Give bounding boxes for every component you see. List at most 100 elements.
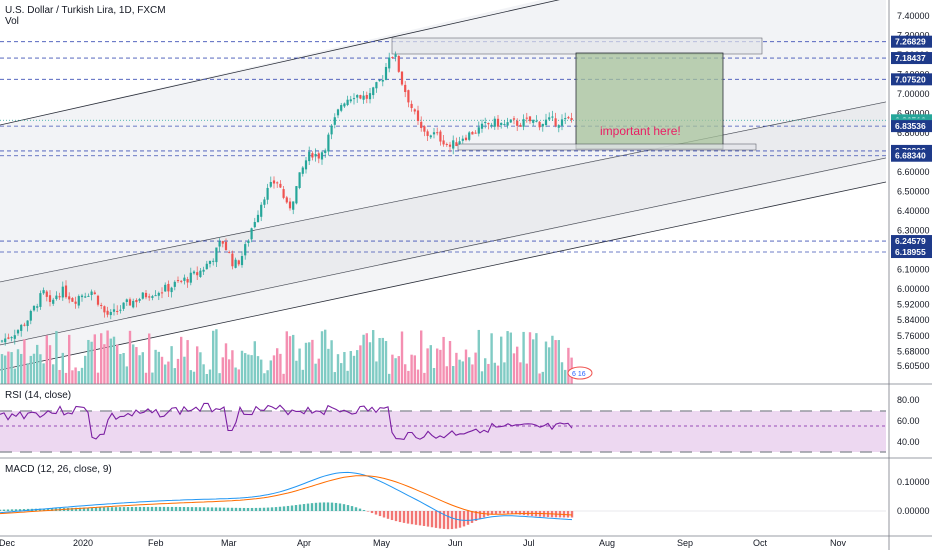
- volume-bar: [487, 363, 490, 384]
- candle-body: [0, 340, 4, 342]
- candle-body: [218, 241, 221, 247]
- volume-bar: [151, 372, 154, 384]
- candle-body: [167, 283, 170, 292]
- volume-bar: [173, 368, 176, 384]
- event-badge[interactable]: 6 16: [567, 366, 593, 380]
- lower-channel-fill: [0, 158, 886, 370]
- level-label-bg: [891, 235, 932, 248]
- macd-hist-bar: [398, 511, 402, 523]
- macd-hist-bar: [374, 511, 378, 515]
- macd-hist-bar: [122, 507, 126, 511]
- candle-body: [256, 214, 260, 223]
- volume-bar: [128, 330, 132, 384]
- volume-bar: [436, 348, 439, 384]
- volume-bar: [496, 365, 500, 384]
- macd-hist-bar: [310, 503, 314, 511]
- candle-body: [551, 116, 554, 118]
- macd-hist-bar: [242, 507, 246, 511]
- candle-body: [544, 119, 548, 126]
- macd-axis: 0.10000 0.00000: [897, 477, 930, 516]
- volume-bar: [372, 330, 375, 384]
- candle-body: [250, 228, 253, 240]
- volume-bar: [122, 352, 125, 384]
- volume-bar: [71, 370, 74, 384]
- volume-bar: [244, 353, 247, 384]
- volume-bar: [311, 339, 314, 384]
- volume-bar: [368, 342, 372, 384]
- time-axis[interactable]: Dec 2020 Feb Mar Apr May Jun Jul Aug Sep Oct Nov: [0, 538, 847, 548]
- volume-bar: [349, 351, 352, 384]
- candle-body: [320, 152, 324, 160]
- volume-label: Vol: [5, 16, 19, 27]
- macd-hist-bar: [290, 505, 294, 511]
- volume-bar: [260, 359, 263, 384]
- price-tick-label: 6.90000: [897, 108, 930, 118]
- macd-hist-bar: [274, 507, 278, 511]
- volume-bar: [218, 373, 221, 384]
- candle-body: [10, 337, 13, 339]
- macd-hist-bar: [190, 507, 194, 511]
- candle-body: [384, 66, 388, 80]
- volume-bar: [74, 367, 77, 384]
- volume-bar: [340, 363, 343, 384]
- candle-body: [477, 127, 480, 134]
- volume-bar: [301, 369, 304, 384]
- candle-body: [336, 109, 340, 116]
- macd-hist-bar: [406, 511, 410, 524]
- candle-body: [90, 291, 93, 295]
- price-tick-label: 7.00000: [897, 89, 930, 99]
- volume-bar: [356, 350, 359, 384]
- volume-bar: [362, 334, 365, 384]
- level-label: 6.83536: [895, 121, 926, 131]
- volume-bar: [292, 334, 295, 384]
- volume-bar: [228, 359, 231, 384]
- level-label: 6.24579: [895, 236, 926, 246]
- volume-bar: [234, 367, 237, 384]
- macd-hist-bar: [170, 506, 174, 511]
- candle-body: [503, 124, 506, 126]
- macd-hist-bar: [418, 511, 422, 526]
- candle-body: [557, 125, 560, 128]
- volume-bar: [445, 366, 448, 384]
- candle-body: [151, 296, 154, 298]
- macd-hist-bar: [14, 509, 18, 511]
- candle-body: [160, 292, 164, 294]
- candle-body: [135, 299, 138, 303]
- candle-body: [282, 189, 285, 198]
- candle-body: [471, 131, 474, 135]
- candle-body: [295, 186, 298, 204]
- volume-bar: [324, 329, 327, 384]
- volume-bar: [295, 360, 298, 384]
- price-tick-label: 5.92000: [897, 300, 930, 310]
- volume-bar: [493, 362, 496, 384]
- macd-hist-bar: [514, 511, 518, 515]
- volume-bar: [116, 344, 119, 384]
- bottom-range-rectangle[interactable]: [457, 143, 757, 151]
- volume-bar: [538, 373, 541, 384]
- volume-bar: [455, 352, 458, 384]
- candle-body: [298, 172, 301, 188]
- macd-hist-bar: [198, 507, 202, 511]
- volume-bar: [164, 364, 167, 384]
- candle-body: [36, 306, 39, 308]
- candle-body: [244, 244, 247, 256]
- top-range-rectangle[interactable]: [391, 37, 763, 55]
- volume-bar: [36, 344, 39, 384]
- macd-hist-bar: [318, 502, 322, 511]
- volume-bar: [103, 344, 106, 384]
- candle-body: [468, 132, 471, 140]
- candle-body: [231, 253, 234, 267]
- macd-hist-bar: [258, 507, 262, 511]
- volume-bar: [557, 340, 560, 384]
- macd-hist-bar: [342, 504, 346, 511]
- candle-body: [368, 93, 372, 100]
- volume-bar: [564, 369, 567, 384]
- candle-body: [26, 320, 29, 327]
- candle-body: [42, 290, 45, 294]
- macd-hist-bar: [46, 508, 50, 511]
- volume-bar: [224, 343, 228, 384]
- macd-hist-bar: [86, 507, 90, 511]
- volume-bar: [304, 342, 308, 384]
- macd-hist-bar: [454, 511, 458, 529]
